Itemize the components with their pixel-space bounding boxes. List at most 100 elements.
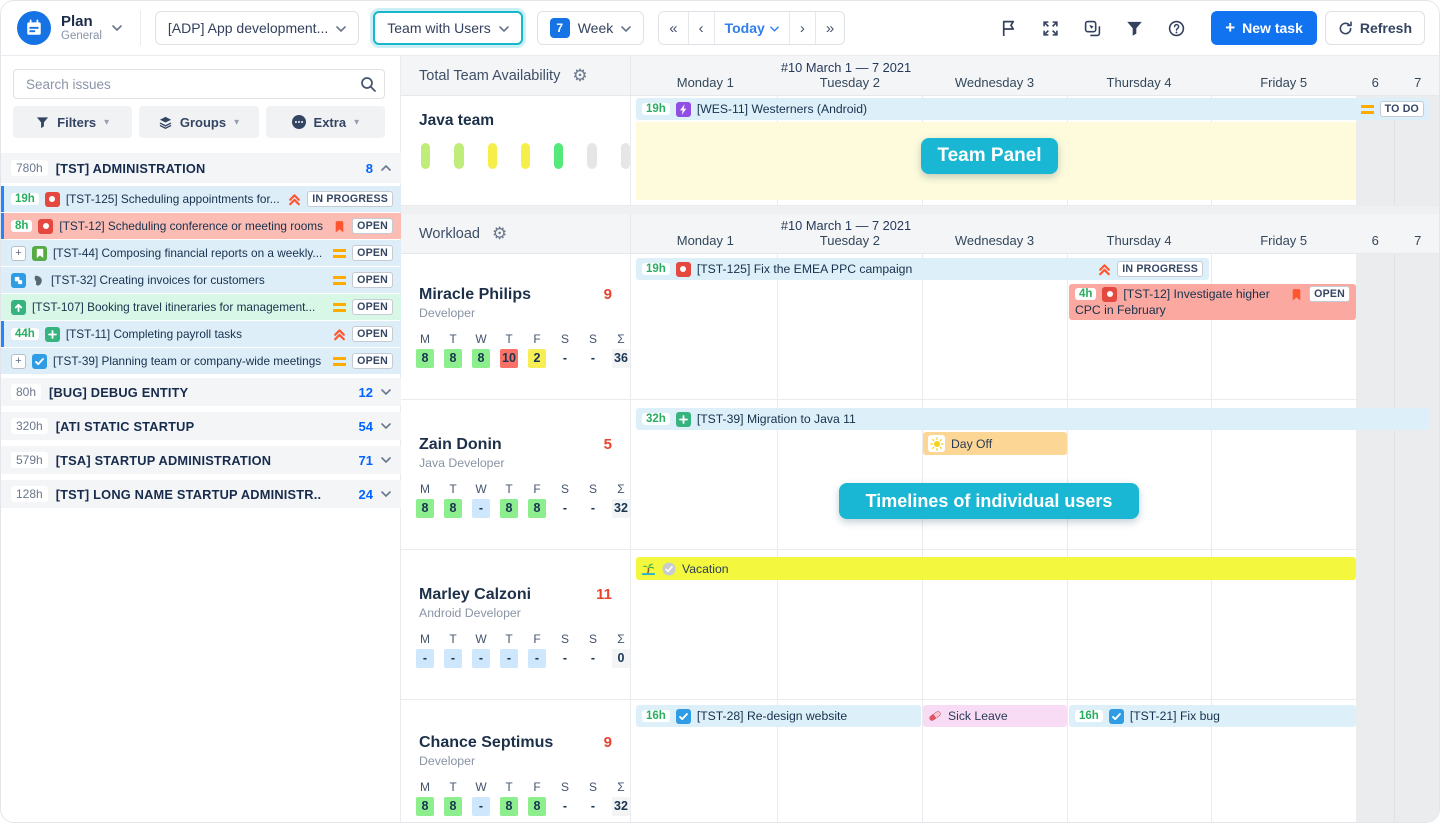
story-icon xyxy=(32,245,47,261)
task-title: [TST-28] Re-design website xyxy=(696,709,848,723)
group-hours: 128h xyxy=(11,486,48,502)
next-day-button[interactable]: › xyxy=(789,12,816,44)
expand-button[interactable]: + xyxy=(11,245,26,261)
project-select-value: [ADP] App development... xyxy=(167,20,329,36)
chevron-down-icon: ▾ xyxy=(104,116,110,128)
day-off-bar[interactable]: Day Off xyxy=(923,432,1067,455)
extra-button[interactable]: Extra ▾ xyxy=(265,106,385,138)
vacation-bar[interactable]: Vacation xyxy=(636,557,1356,580)
schedule-cell: - xyxy=(444,649,462,668)
extra-label: Extra xyxy=(313,114,347,130)
user-role: Developer xyxy=(419,754,476,768)
schedule-cell: 8 xyxy=(416,797,434,816)
groups-label: Groups xyxy=(179,114,227,130)
task-bar-tst-39[interactable]: 32h [TST-39] Migration to Java 11 xyxy=(636,408,1430,430)
availability-bar xyxy=(421,143,431,169)
task-row-tst-39[interactable]: + [TST-39] Planning team or company-wide… xyxy=(1,348,401,374)
task-bar-tst-12[interactable]: 4h [TST-12] Investigate higher OPEN CPC … xyxy=(1069,284,1356,320)
user-task-count: 11 xyxy=(596,586,612,603)
group-header-ati-static-startup[interactable]: 320h [ATI STATIC STARTUP 54 xyxy=(1,412,401,440)
priority-highest-icon xyxy=(1098,262,1111,276)
group-count: 12 xyxy=(358,384,373,400)
workload-panel-title: Workload xyxy=(419,226,480,242)
priority-medium-icon xyxy=(333,302,347,312)
schedule-cell: 8 xyxy=(472,349,490,368)
pill-icon xyxy=(928,709,942,724)
gear-icon[interactable]: ⚙ xyxy=(491,224,508,243)
filters-button[interactable]: Filters ▾ xyxy=(13,106,133,138)
group-header-tsa-startup-administration[interactable]: 579h [TSA] STARTUP ADMINISTRATION 71 xyxy=(1,446,401,474)
day-header: 7 xyxy=(1414,233,1422,248)
task-bar-tst-21[interactable]: 16h [TST-21] Fix bug xyxy=(1069,705,1356,727)
new-task-button[interactable]: + New task xyxy=(1211,11,1317,45)
day-header: Friday 5 xyxy=(1260,75,1308,90)
plan-menu[interactable]: Plan General xyxy=(17,10,141,46)
prev-day-button[interactable]: ‹ xyxy=(688,12,715,44)
task-row-tst-125[interactable]: 19h [TST-125] Scheduling appointments fo… xyxy=(1,186,401,212)
group-header-bug-debug-entity[interactable]: 80h [BUG] DEBUG ENTITY 12 xyxy=(1,378,401,406)
prev-week-button[interactable]: « xyxy=(659,12,689,44)
task-row-tst-107[interactable]: [TST-107] Booking travel itineraries for… xyxy=(1,294,401,320)
sick-leave-bar[interactable]: Sick Leave xyxy=(923,705,1067,727)
group-title: [ATI STATIC STARTUP xyxy=(55,418,195,434)
task-hours: 19h xyxy=(642,103,670,115)
issues-sidebar: Filters ▾ Groups ▾ Extra ▾ 780h [TST] AD… xyxy=(1,56,401,822)
copy-icon[interactable] xyxy=(1075,11,1109,45)
task-row-tst-12[interactable]: 8h [TST-12] Scheduling conference or mee… xyxy=(1,213,401,239)
fullscreen-icon[interactable] xyxy=(1033,11,1067,45)
range-select[interactable]: 7 Week xyxy=(536,11,645,45)
approved-check-icon xyxy=(662,561,676,576)
status-badge: OPEN xyxy=(352,353,393,369)
group-header-tst-long-name[interactable]: 128h [TST] LONG NAME STARTUP ADMINISTR..… xyxy=(1,480,401,508)
calendar-icon xyxy=(17,11,51,45)
status-badge: OPEN xyxy=(352,245,393,261)
schedule-cell: - xyxy=(472,649,490,668)
task-check-icon xyxy=(675,708,691,724)
groups-button[interactable]: Groups ▾ xyxy=(139,106,259,138)
task-title: [TST-32] Creating invoices for customers xyxy=(51,273,265,287)
schedule-cell: 8 xyxy=(528,797,546,816)
project-select[interactable]: [ADP] App development... xyxy=(154,11,360,45)
weekend-shade xyxy=(1356,254,1439,400)
task-title: [TST-39] Planning team or company-wide m… xyxy=(53,354,322,368)
gear-icon[interactable]: ⚙ xyxy=(572,66,588,85)
view-select[interactable]: Team with Users xyxy=(373,11,523,45)
day-header-row: Monday 1 Tuesday 2 Wednesday 3 Thursday … xyxy=(633,233,1439,248)
task-row-tst-11[interactable]: 44h [TST-11] Completing payroll tasks OP… xyxy=(1,321,401,347)
schedule-cell: 8 xyxy=(444,797,462,816)
group-header-tst-administration[interactable]: 780h [TST] ADMINISTRATION 8 xyxy=(1,153,401,183)
task-bar-wes-11[interactable]: 19h [WES-11] Westerners (Android) TO DO xyxy=(636,98,1430,120)
schedule-cell: - xyxy=(562,501,568,515)
group-count: 8 xyxy=(365,160,373,176)
task-hours: 19h xyxy=(642,263,670,275)
next-week-button[interactable]: » xyxy=(815,12,845,44)
search-input[interactable] xyxy=(24,75,360,93)
group-hours: 80h xyxy=(11,384,42,400)
schedule-cell: 8 xyxy=(528,499,546,518)
task-title: [WES-11] Westerners (Android) xyxy=(696,102,868,116)
task-title-line2: CPC in February xyxy=(1075,303,1166,317)
task-title: [TST-125] Scheduling appointments for... xyxy=(65,192,280,206)
refresh-button[interactable]: Refresh xyxy=(1324,11,1425,45)
group-hours: 320h xyxy=(11,418,48,434)
leave-label: Sick Leave xyxy=(948,709,1008,723)
help-icon[interactable] xyxy=(1159,11,1193,45)
search-icon xyxy=(360,75,376,93)
chevron-down-icon xyxy=(381,386,391,398)
today-button[interactable]: Today xyxy=(714,12,790,44)
flag-icon[interactable] xyxy=(991,11,1025,45)
task-bar-tst-28[interactable]: 16h [TST-28] Re-design website xyxy=(636,705,921,727)
filter-icon[interactable] xyxy=(1117,11,1151,45)
expand-button[interactable]: + xyxy=(11,353,26,369)
task-row-tst-32[interactable]: [TST-32] Creating invoices for customers… xyxy=(1,267,401,293)
bug-icon xyxy=(44,191,60,207)
task-row-tst-44[interactable]: + [TST-44] Composing financial reports o… xyxy=(1,240,401,266)
new-feature-icon xyxy=(44,326,60,342)
team-panel-annotation: Team Panel xyxy=(921,138,1058,174)
schedule-cell: - xyxy=(416,649,434,668)
task-bar-tst-125[interactable]: 19h [TST-125] Fix the EMEA PPC campaign … xyxy=(636,258,1209,280)
schedule-cell: - xyxy=(590,501,596,515)
task-title: [TST-11] Completing payroll tasks xyxy=(65,327,242,341)
